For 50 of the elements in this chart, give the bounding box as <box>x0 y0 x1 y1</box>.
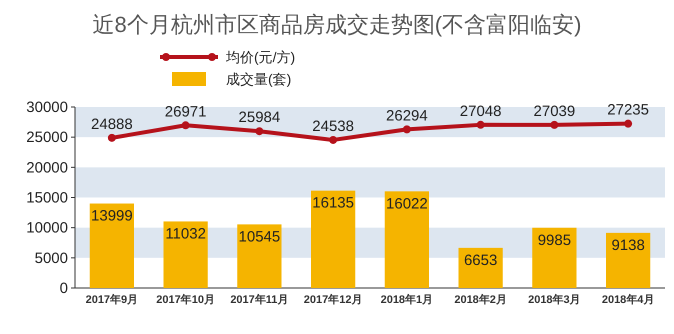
legend-label: 成交量(套) <box>226 71 292 87</box>
data-label: 24538 <box>312 118 354 135</box>
point <box>108 134 116 142</box>
y-tick-label: 10000 <box>26 220 68 237</box>
x-tick-label: 2018年2月 <box>454 293 507 306</box>
chart-title: 近8个月杭州市区商品房成交走势图(不含富阳临安) <box>92 12 582 37</box>
point <box>182 121 190 130</box>
bar <box>164 221 208 288</box>
data-label: 27048 <box>460 102 502 120</box>
data-label: 11032 <box>165 225 206 242</box>
point <box>476 120 485 129</box>
x-tick-label: 2018年4月 <box>602 293 654 306</box>
x-tick-label: 2017年11月 <box>230 293 288 306</box>
bar <box>458 248 503 288</box>
y-tick-label: 15000 <box>26 190 68 206</box>
y-tick-label: 5000 <box>34 250 68 267</box>
bar <box>90 204 134 288</box>
data-label: 27235 <box>607 102 649 119</box>
data-label: 26294 <box>386 107 428 124</box>
x-tick-label: 2017年10月 <box>156 293 215 306</box>
data-label: 13999 <box>91 208 133 225</box>
data-label: 10545 <box>238 228 280 246</box>
bar <box>311 190 356 288</box>
point <box>624 120 632 128</box>
data-label: 25984 <box>238 109 280 126</box>
data-label: 9138 <box>611 236 645 254</box>
bar <box>384 191 429 288</box>
bar <box>606 232 650 288</box>
data-label: 9985 <box>538 232 572 249</box>
bar <box>532 228 576 288</box>
data-label: 16022 <box>386 195 428 212</box>
data-label: 6653 <box>464 252 498 269</box>
y-tick-label: 25000 <box>26 129 68 146</box>
data-label: 27039 <box>534 102 576 120</box>
data-label: 26971 <box>164 103 206 120</box>
legend-label: 均价(元/方) <box>225 49 296 65</box>
point <box>329 136 338 144</box>
point <box>255 127 264 136</box>
data-label: 24888 <box>91 116 133 133</box>
data-label: 16135 <box>312 194 354 212</box>
x-tick-label: 2017年9月 <box>86 293 138 306</box>
x-tick-label: 2018年1月 <box>380 293 434 306</box>
point <box>550 120 558 129</box>
bar <box>237 224 282 288</box>
x-tick-label: 2018年3月 <box>528 293 581 306</box>
point <box>402 125 411 134</box>
y-tick-label: 0 <box>60 280 68 297</box>
y-tick-label: 20000 <box>26 159 68 176</box>
y-tick-label: 30000 <box>26 99 68 116</box>
x-tick-label: 2017年12月 <box>304 293 362 306</box>
